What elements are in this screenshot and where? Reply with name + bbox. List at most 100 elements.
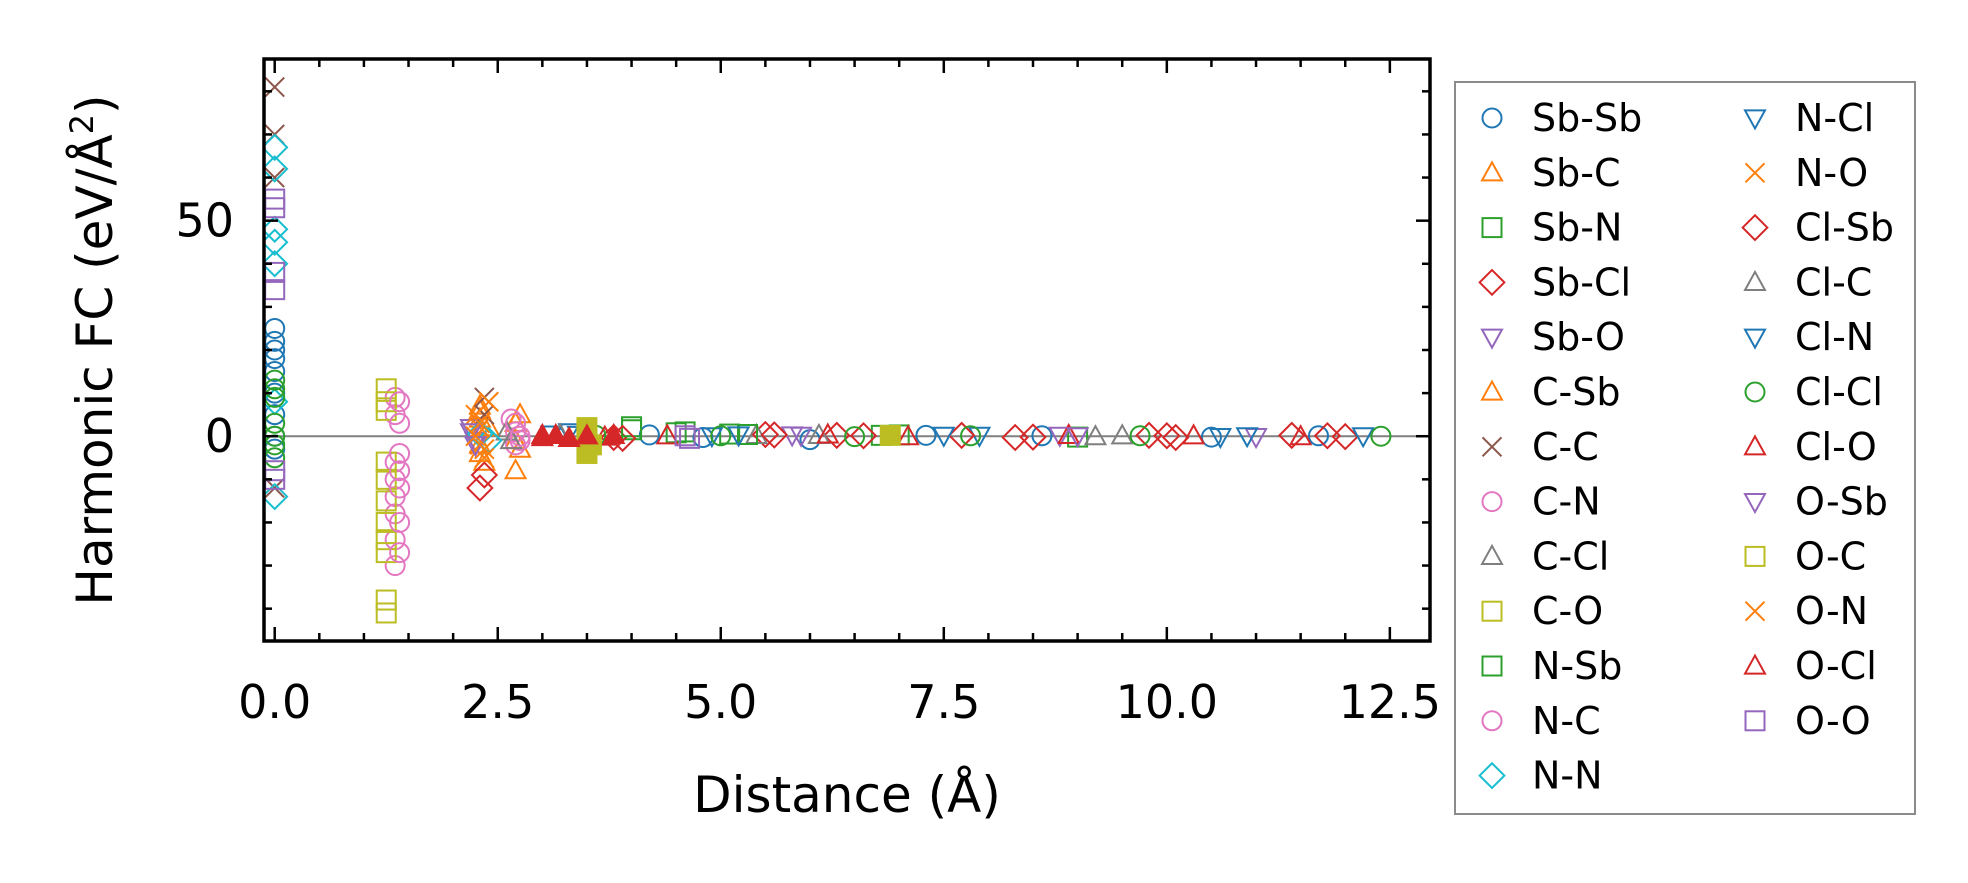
legend-label: Cl-Cl [1795, 370, 1883, 414]
data-point [726, 426, 751, 448]
legend-item-sb-cl: Sb-Cl [1478, 260, 1631, 304]
legend-marker [1744, 162, 1766, 184]
legend-marker [1478, 761, 1506, 790]
tick-labels: 0.0 2.5 5.0 7.5 10.0 12.5 0 50 [175, 194, 1441, 729]
legend-item-c-sb: C-Sb [1480, 370, 1621, 414]
legend-marker [1744, 600, 1766, 622]
legend-marker [1478, 268, 1506, 297]
data-point [264, 155, 289, 183]
legend-label: O-N [1795, 589, 1868, 633]
legend-marker [1744, 710, 1766, 732]
data-point [710, 425, 732, 447]
data-point [375, 378, 397, 400]
legend-item-o-cl: O-Cl [1743, 644, 1877, 688]
data-point [679, 427, 701, 449]
legend-item-cl-n: Cl-N [1743, 315, 1874, 359]
data-point [638, 424, 660, 446]
y-tick-label: 50 [175, 194, 234, 248]
legend-marker [1481, 600, 1503, 622]
data-point [1313, 422, 1342, 450]
legend-label: C-Cl [1532, 534, 1609, 578]
legend-marker [1741, 213, 1769, 242]
legend-label: C-C [1532, 425, 1599, 469]
data-point [1065, 427, 1090, 449]
data-point [503, 458, 528, 480]
data-point [719, 423, 741, 445]
legend-marker [1743, 653, 1767, 675]
y-axis-title-main: Harmonic FC (eV/Å [66, 134, 124, 605]
series-c-o [375, 378, 397, 624]
data-point [737, 423, 759, 445]
data-point [947, 421, 976, 450]
data-point [1161, 423, 1190, 452]
legend-frame [1454, 81, 1916, 815]
legend-label: C-Sb [1532, 370, 1621, 414]
x-tick-label: 2.5 [461, 675, 534, 729]
legend-item-cl-sb: Cl-Sb [1741, 206, 1894, 250]
data-point [459, 423, 483, 445]
data-point [1083, 424, 1108, 446]
data-point [375, 490, 397, 512]
data-point [499, 428, 523, 450]
data-point [932, 426, 956, 448]
legend-item-cl-o: Cl-O [1743, 425, 1877, 469]
legend-label: O-C [1795, 534, 1866, 578]
data-point [465, 426, 486, 447]
legend-label: Cl-C [1795, 260, 1872, 304]
data-point [1307, 425, 1329, 447]
legend-item-n-c: N-C [1481, 699, 1601, 743]
series-sb-cl [466, 420, 1360, 502]
y-axis-title: Harmonic FC (eV/Å2) [63, 94, 124, 605]
legend-label: O-Sb [1795, 480, 1888, 524]
legend: Sb-Sb Sb-C Sb-N Sb-Cl Sb-O C-Sb C-C C-N C-Cl C-O N… [1454, 81, 1916, 815]
legend-item-n-o: N-O [1744, 151, 1868, 195]
data-point [1235, 427, 1259, 449]
data-point [264, 133, 289, 162]
legend-item-o-n: O-N [1744, 589, 1868, 633]
data-point [760, 421, 789, 449]
data-point [822, 421, 851, 450]
data-point [789, 426, 813, 448]
data-point [389, 412, 411, 434]
data-point [557, 425, 581, 447]
legend-item-n-sb: N-Sb [1481, 644, 1622, 688]
data-point [264, 215, 289, 244]
y-tick-label: 0 [205, 409, 234, 463]
legend-item-sb-o: Sb-O [1480, 315, 1625, 359]
legend-marker [1743, 434, 1767, 456]
data-point [264, 76, 285, 98]
legend-marker [1743, 493, 1767, 515]
x-tick-label: 7.5 [907, 675, 980, 729]
data-point [960, 425, 982, 447]
data-point [1048, 426, 1072, 448]
data-point [849, 422, 878, 450]
legend-label: N-Cl [1795, 96, 1874, 140]
legend-marker [1481, 491, 1503, 513]
data-point [509, 425, 531, 447]
data-point [264, 228, 289, 256]
legend-label: C-O [1532, 589, 1603, 633]
data-point [469, 413, 491, 434]
data-point [896, 424, 920, 446]
data-point [389, 477, 411, 499]
legend-marker [1481, 710, 1503, 732]
legend-marker [1480, 160, 1504, 182]
data-point [1288, 424, 1313, 446]
data-point [602, 422, 626, 444]
series-o-o [264, 188, 701, 490]
data-point [1031, 425, 1053, 447]
legend-item-c-n: C-N [1481, 480, 1601, 524]
legend-label: Sb-Cl [1532, 260, 1631, 304]
x-tick-label: 12.5 [1339, 675, 1441, 729]
data-point [389, 442, 411, 464]
x-tick-label: 0.0 [238, 675, 311, 729]
series-cl-sb [608, 421, 1306, 453]
data-point [879, 424, 901, 446]
data-point [674, 425, 696, 447]
data-point [470, 461, 499, 489]
plot-frame [262, 57, 1432, 643]
data-point [478, 391, 500, 412]
data-point [264, 482, 289, 511]
legend-marker [1480, 328, 1504, 350]
data-point [1057, 422, 1081, 444]
